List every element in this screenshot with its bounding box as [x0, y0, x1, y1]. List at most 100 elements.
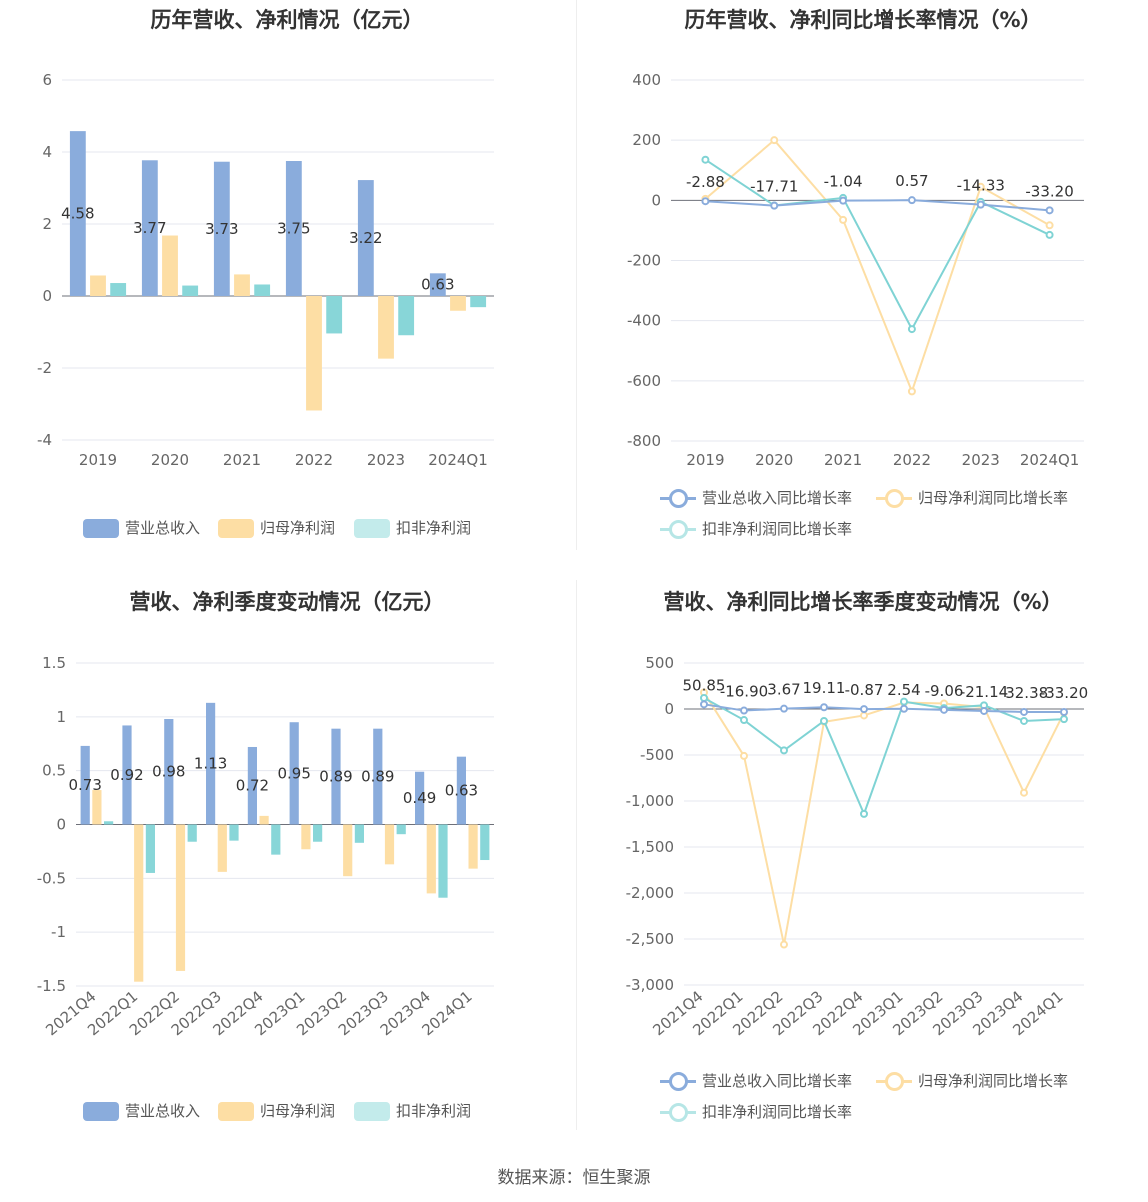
legend-label: 营业总收入: [125, 519, 201, 537]
y-tick-label: 0.5: [42, 762, 66, 780]
data-label: -17.71: [750, 178, 798, 196]
legend-item-revenue[interactable]: 营业总收入: [83, 1100, 200, 1121]
legend-item-revenue[interactable]: 营业总收入: [83, 517, 200, 538]
data-label: 0.63: [445, 782, 478, 800]
legend-label: 归母净利润: [260, 519, 336, 537]
data-point: [701, 197, 710, 206]
bar-parent-profit: [378, 296, 394, 359]
bar-parent-profit: [162, 235, 178, 296]
bar-parent-profit: [259, 815, 269, 825]
legend-item-parent-profit-growth[interactable]: 归母净利润同比增长率: [876, 1070, 1068, 1091]
chart-title: 历年营收、净利同比增长率情况（%）: [684, 8, 1042, 32]
legend-item-revenue-growth[interactable]: 营业总收入同比增长率: [660, 487, 852, 508]
legend-label: 扣非净利润同比增长率: [702, 520, 853, 538]
data-point: [740, 751, 748, 760]
data-source-note: 数据来源：恒生聚源: [497, 1168, 651, 1188]
bar-nonrecurring-profit: [110, 283, 127, 296]
data-point: [839, 196, 848, 205]
data-label: 0.72: [236, 777, 269, 795]
bar-revenue: [414, 771, 425, 825]
data-point: [860, 705, 868, 714]
bar-parent-profit: [217, 824, 227, 872]
data-label: 0.92: [110, 766, 143, 784]
legend-item-nonrecurring-growth[interactable]: 扣非净利润同比增长率: [660, 518, 852, 539]
legend-label: 营业总收入同比增长率: [702, 1072, 853, 1090]
legend-label: 扣非净利润同比增长率: [702, 1103, 853, 1121]
y-tick-label: 500: [645, 654, 674, 672]
bar-parent-profit: [234, 274, 250, 296]
bar-nonrecurring-profit: [182, 285, 199, 296]
bar-nonrecurring-profit: [145, 824, 156, 873]
bar-parent-profit: [468, 824, 478, 869]
data-label: 0.63: [421, 276, 454, 294]
x-tick-label: 2020: [755, 451, 793, 469]
legend-item-parent-profit[interactable]: 归母净利润: [218, 517, 335, 538]
y-tick-label: -600: [627, 372, 661, 390]
series-line-nonrecurring-growth: [704, 158, 1051, 332]
y-tick-label: 0: [56, 816, 66, 834]
data-point: [780, 746, 788, 755]
data-label: -16.90: [720, 683, 768, 701]
y-tick-label: -800: [627, 432, 661, 450]
x-tick-label: 2023: [962, 451, 1000, 469]
legend-item-revenue-growth[interactable]: 营业总收入同比增长率: [660, 1070, 852, 1091]
data-point: [780, 940, 788, 949]
bar-nonrecurring-profit: [229, 824, 239, 841]
data-point: [740, 706, 748, 715]
x-tick-label: 2019: [79, 451, 117, 469]
x-tick-label: 2022: [893, 451, 931, 469]
data-point: [907, 325, 916, 334]
bar-revenue: [122, 725, 132, 825]
y-tick-label: -2,000: [626, 884, 674, 902]
data-label: 1.13: [194, 755, 227, 773]
bar-revenue: [141, 160, 158, 296]
legend-item-nonrecurring-profit[interactable]: 扣非净利润: [354, 1100, 471, 1121]
legend-item-nonrecurring-profit[interactable]: 扣非净利润: [354, 517, 471, 538]
bar-nonrecurring-profit: [254, 284, 271, 296]
bar-nonrecurring-profit: [354, 824, 365, 843]
bar-revenue: [429, 273, 446, 296]
data-label: -14.33: [957, 177, 1005, 195]
bar-revenue: [373, 728, 383, 825]
data-label: 3.75: [277, 220, 310, 238]
data-point: [980, 706, 988, 715]
annual-revenue-profit-chart: -4 -2 0 2 4 6 4.58 3.77 3.73 3.75 3.22 0.63 2019 2020…: [37, 71, 494, 469]
bar-nonrecurring-profit: [104, 821, 114, 825]
x-tick-label: 2019: [686, 451, 724, 469]
y-tick-label: -500: [640, 746, 674, 764]
data-point: [907, 196, 916, 205]
x-tick-label: 2020: [151, 451, 189, 469]
legend-label: 归母净利润同比增长率: [918, 1072, 1069, 1090]
legend-swatch: [660, 520, 696, 539]
data-label: -32.38: [1000, 684, 1048, 702]
x-tick-label: 2024Q1: [428, 451, 488, 469]
annual-growth-panel: 历年营收、净利同比增长率情况（%） -800 -600 -400 -200 0 200 40…: [578, 0, 1148, 560]
legend-swatch: [354, 519, 390, 538]
series-line-revenue-growth: [705, 199, 1050, 212]
data-label: 3.73: [205, 220, 238, 238]
bar-parent-profit: [384, 824, 395, 865]
bar-nonrecurring-profit: [438, 824, 448, 898]
bar-revenue: [213, 161, 230, 296]
series-line-revenue-growth: [703, 703, 1065, 714]
x-tick-label: 2021: [223, 451, 261, 469]
legend-item-nonrecurring-growth[interactable]: 扣非净利润同比增长率: [660, 1101, 852, 1122]
bar-revenue: [164, 718, 174, 825]
data-label: 4.58: [61, 205, 94, 223]
data-label: -0.87: [845, 681, 884, 699]
bar-revenue: [331, 728, 341, 825]
data-point: [860, 809, 868, 818]
data-point: [976, 182, 985, 191]
series-line-parent-profit-growth: [704, 138, 1051, 395]
data-point: [701, 155, 710, 164]
bar-parent-profit: [134, 824, 144, 982]
legend-label: 营业总收入: [125, 1102, 201, 1120]
legend-item-parent-profit[interactable]: 归母净利润: [218, 1100, 335, 1121]
x-tick-label: 2022: [295, 451, 333, 469]
data-point: [1060, 715, 1068, 724]
data-point: [820, 703, 828, 712]
bar-nonrecurring-profit: [396, 824, 406, 835]
y-tick-label: 0: [651, 191, 661, 209]
legend-item-parent-profit-growth[interactable]: 归母净利润同比增长率: [876, 487, 1068, 508]
data-point: [700, 693, 708, 702]
